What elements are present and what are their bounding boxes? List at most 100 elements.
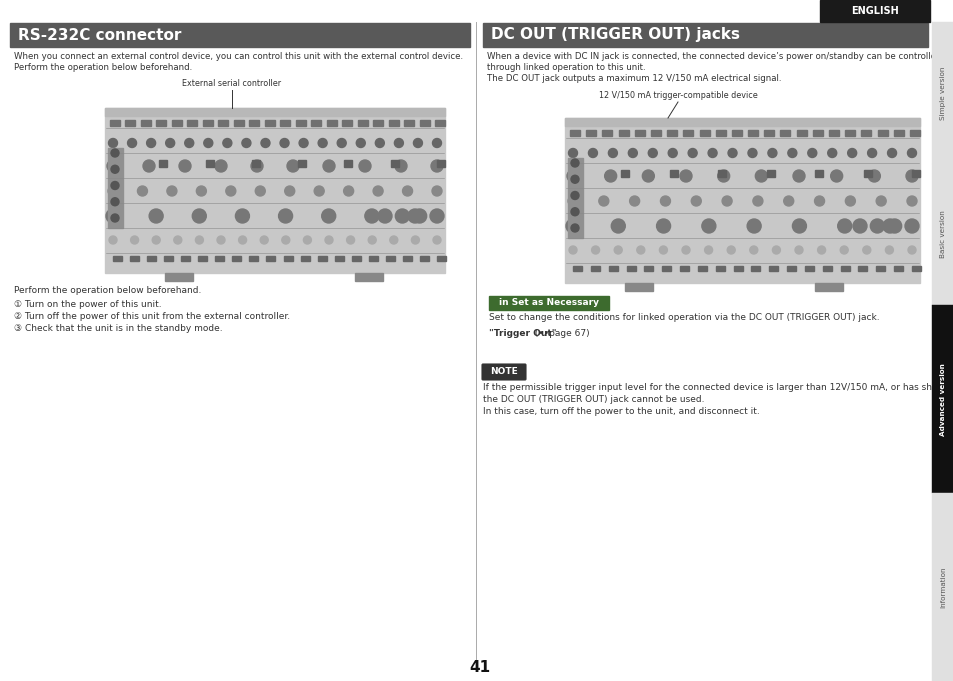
Bar — [858, 266, 866, 271]
Circle shape — [571, 191, 578, 200]
Text: through linked operation to this unit.: through linked operation to this unit. — [486, 63, 645, 72]
Circle shape — [143, 160, 154, 172]
Text: When a device with DC IN jack is connected, the connected device’s power on/stan: When a device with DC IN jack is connect… — [486, 52, 941, 61]
Bar — [326, 120, 336, 126]
Circle shape — [196, 186, 206, 196]
Circle shape — [571, 175, 578, 183]
Text: (••page 67): (••page 67) — [532, 329, 589, 338]
Circle shape — [749, 246, 757, 254]
Circle shape — [358, 160, 371, 172]
Bar — [814, 170, 822, 177]
Circle shape — [747, 148, 756, 157]
Circle shape — [567, 196, 578, 206]
Bar — [877, 130, 886, 136]
Circle shape — [792, 219, 805, 233]
Circle shape — [687, 148, 697, 157]
Bar — [300, 256, 310, 261]
Circle shape — [131, 236, 138, 244]
Circle shape — [867, 170, 880, 182]
Circle shape — [608, 148, 617, 157]
Circle shape — [571, 208, 578, 216]
Circle shape — [109, 236, 117, 244]
Circle shape — [568, 148, 577, 157]
Bar — [283, 256, 293, 261]
Circle shape — [111, 182, 119, 189]
Circle shape — [152, 236, 160, 244]
Bar — [643, 266, 653, 271]
Bar — [388, 120, 398, 126]
Bar — [110, 120, 120, 126]
Bar — [165, 273, 193, 281]
Text: in Set as Necessary: in Set as Necessary — [498, 298, 598, 308]
Bar — [911, 170, 919, 177]
Circle shape — [137, 186, 148, 196]
Bar — [569, 130, 579, 136]
Circle shape — [346, 236, 355, 244]
Circle shape — [598, 196, 608, 206]
Bar — [215, 256, 224, 261]
Circle shape — [847, 148, 856, 157]
Circle shape — [317, 138, 327, 148]
Bar — [618, 130, 628, 136]
Bar — [931, 493, 953, 681]
Circle shape — [411, 236, 419, 244]
Circle shape — [772, 246, 780, 254]
FancyBboxPatch shape — [481, 364, 525, 380]
Bar — [768, 266, 778, 271]
Circle shape — [852, 219, 866, 233]
Circle shape — [611, 219, 624, 233]
Circle shape — [571, 224, 578, 232]
Bar — [112, 160, 121, 167]
Bar — [159, 160, 167, 167]
Circle shape — [794, 246, 802, 254]
Circle shape — [368, 236, 375, 244]
Text: ENGLISH: ENGLISH — [850, 6, 898, 16]
Text: the DC OUT (TRIGGER OUT) jack cannot be used.: the DC OUT (TRIGGER OUT) jack cannot be … — [482, 395, 703, 404]
Circle shape — [628, 148, 637, 157]
Circle shape — [862, 246, 870, 254]
Circle shape — [166, 138, 174, 148]
Circle shape — [814, 196, 823, 206]
Bar — [573, 170, 580, 177]
Bar — [280, 120, 290, 126]
Bar — [564, 118, 919, 283]
Bar — [198, 256, 207, 261]
Bar — [357, 120, 367, 126]
Circle shape — [373, 186, 383, 196]
Bar — [862, 170, 871, 177]
Circle shape — [106, 209, 120, 223]
Bar — [147, 256, 156, 261]
Bar — [311, 120, 321, 126]
Circle shape — [691, 196, 700, 206]
Bar — [249, 256, 258, 261]
Bar — [482, 303, 923, 355]
Bar — [187, 120, 197, 126]
Circle shape — [185, 138, 193, 148]
Bar — [909, 130, 919, 136]
Circle shape — [755, 170, 766, 182]
Text: ① Turn on the power of this unit.: ① Turn on the power of this unit. — [14, 300, 161, 309]
Circle shape — [727, 148, 737, 157]
Bar — [763, 130, 774, 136]
Circle shape — [701, 219, 715, 233]
Bar — [796, 130, 806, 136]
Circle shape — [721, 196, 731, 206]
Circle shape — [905, 170, 917, 182]
Bar — [679, 266, 688, 271]
Text: The DC OUT jack outputs a maximum 12 V/150 mA electrical signal.: The DC OUT jack outputs a maximum 12 V/1… — [486, 74, 781, 83]
Bar — [112, 256, 122, 261]
Circle shape — [336, 138, 346, 148]
Circle shape — [667, 148, 677, 157]
Bar — [373, 120, 383, 126]
Bar — [233, 120, 244, 126]
Bar — [620, 170, 629, 177]
Bar — [931, 22, 953, 163]
Circle shape — [641, 170, 654, 182]
Bar — [812, 130, 822, 136]
Circle shape — [173, 236, 182, 244]
Circle shape — [287, 160, 298, 172]
Bar — [156, 120, 166, 126]
Bar — [634, 130, 644, 136]
Circle shape — [875, 196, 885, 206]
Bar — [385, 256, 395, 261]
